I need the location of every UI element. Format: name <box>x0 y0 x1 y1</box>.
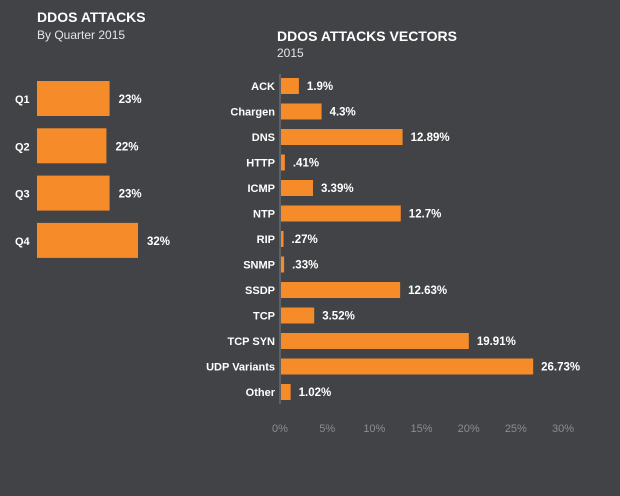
value-label: 1.9% <box>307 81 333 93</box>
quarter-chart-title: DDOS ATTACKS <box>37 9 146 25</box>
bar <box>281 256 285 273</box>
value-label: 3.52% <box>322 311 355 323</box>
value-label: 12.89% <box>411 132 450 144</box>
value-label: .33% <box>292 260 318 272</box>
bar <box>281 231 284 247</box>
x-tick-label: 25% <box>505 423 527 435</box>
category-label: NTP <box>253 209 275 221</box>
value-label: .27% <box>292 234 318 246</box>
bar <box>281 333 469 349</box>
bar <box>37 81 110 116</box>
value-label: 4.3% <box>330 107 356 119</box>
bar <box>281 129 403 145</box>
value-label: 1.02% <box>299 387 332 399</box>
category-label: TCP SYN <box>228 336 276 348</box>
x-tick-label: 30% <box>552 423 574 435</box>
bar <box>281 154 285 171</box>
x-tick-label: 0% <box>272 423 288 435</box>
bar <box>281 78 299 94</box>
bar <box>281 205 401 222</box>
category-label: Q1 <box>15 94 30 106</box>
vectors-chart-subtitle: 2015 <box>277 46 304 60</box>
vectors-chart: ACK 1.9% Chargen 4.3% DNS 12.89% HTTP .41% ICMP 3… <box>206 78 580 435</box>
bar <box>281 358 534 375</box>
bar <box>281 103 322 120</box>
value-label: 12.63% <box>408 285 447 297</box>
value-label: .41% <box>293 158 319 170</box>
quarter-chart-subtitle: By Quarter 2015 <box>37 28 125 42</box>
value-label: 12.7% <box>409 209 442 221</box>
bar <box>37 128 107 164</box>
x-tick-label: 20% <box>458 423 480 435</box>
bar <box>281 307 315 324</box>
category-label: ACK <box>251 81 275 93</box>
value-label: 32% <box>147 236 170 248</box>
vectors-chart-title: DDOS ATTACKS VECTORS <box>277 28 457 44</box>
category-label: ICMP <box>248 183 276 195</box>
category-label: Q2 <box>15 141 30 153</box>
category-label: Other <box>246 387 276 399</box>
quarter-chart: Q1 23% Q2 22% Q3 23% Q4 32% <box>15 81 170 258</box>
x-tick-label: 15% <box>410 423 432 435</box>
x-tick-label: 10% <box>363 423 385 435</box>
category-label: DNS <box>252 132 275 144</box>
category-label: SSDP <box>245 285 275 297</box>
bar <box>37 222 138 258</box>
bar <box>281 180 313 196</box>
category-label: RIP <box>257 234 275 246</box>
value-label: 3.39% <box>321 183 354 195</box>
category-label: SNMP <box>243 260 275 272</box>
value-label: 23% <box>119 189 142 201</box>
category-label: Chargen <box>230 107 275 119</box>
value-label: 22% <box>115 141 138 153</box>
bar <box>281 282 401 298</box>
category-label: HTTP <box>246 158 275 170</box>
value-label: 23% <box>119 94 142 106</box>
bar <box>281 384 291 400</box>
category-label: Q3 <box>15 189 30 201</box>
category-label: TCP <box>253 311 275 323</box>
category-label: UDP Variants <box>206 362 275 374</box>
category-label: Q4 <box>15 236 31 248</box>
bar <box>37 175 110 211</box>
value-label: 19.91% <box>477 336 516 348</box>
x-tick-label: 5% <box>319 423 335 435</box>
value-label: 26.73% <box>541 362 580 374</box>
